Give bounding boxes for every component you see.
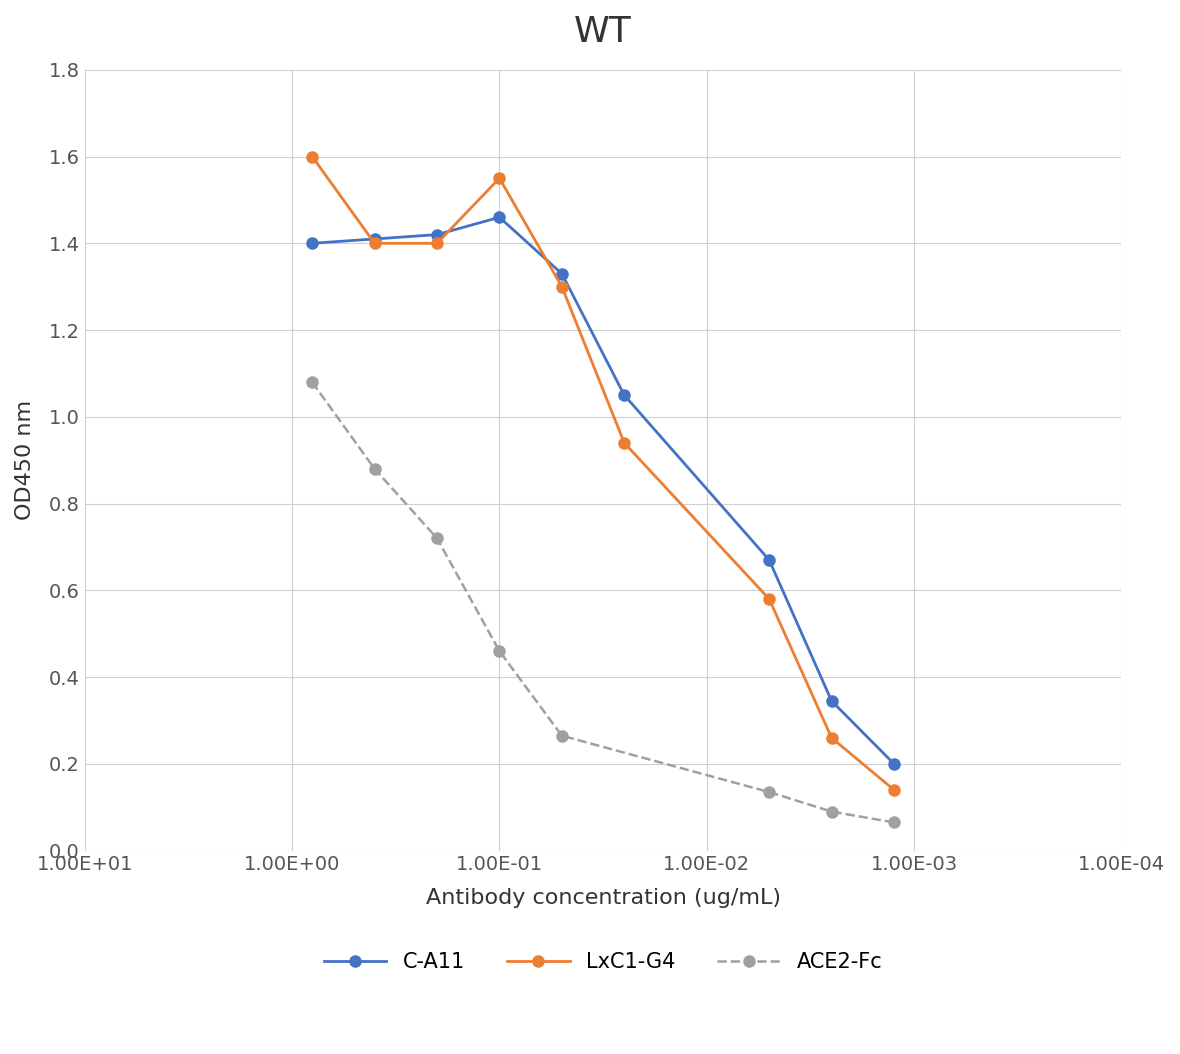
ACE2-Fc — [367, 463, 381, 475]
Line: ACE2-Fc: ACE2-Fc — [307, 376, 899, 828]
Line: C-A11: C-A11 — [307, 212, 899, 769]
C-A11 — [367, 233, 381, 246]
LxC1-G4 — [430, 237, 444, 250]
C-A11 — [762, 553, 776, 566]
ACE2-Fc — [492, 645, 506, 658]
C-A11 — [617, 389, 631, 402]
Line: LxC1-G4: LxC1-G4 — [307, 151, 899, 796]
LxC1-G4 — [762, 592, 776, 605]
LxC1-G4 — [887, 783, 902, 796]
C-A11 — [555, 268, 569, 280]
Y-axis label: OD450 nm: OD450 nm — [15, 401, 35, 521]
C-A11 — [887, 758, 902, 770]
LxC1-G4 — [555, 280, 569, 293]
LxC1-G4 — [367, 237, 381, 250]
C-A11 — [492, 211, 506, 223]
LxC1-G4 — [825, 731, 839, 744]
C-A11 — [430, 229, 444, 241]
ACE2-Fc — [306, 376, 320, 389]
ACE2-Fc — [430, 532, 444, 545]
C-A11 — [825, 695, 839, 707]
LxC1-G4 — [492, 172, 506, 184]
ACE2-Fc — [555, 729, 569, 742]
ACE2-Fc — [762, 785, 776, 798]
LxC1-G4 — [306, 151, 320, 163]
Legend: C-A11, LxC1-G4, ACE2-Fc: C-A11, LxC1-G4, ACE2-Fc — [316, 944, 891, 981]
Title: WT: WT — [575, 15, 632, 48]
X-axis label: Antibody concentration (ug/mL): Antibody concentration (ug/mL) — [426, 889, 781, 909]
ACE2-Fc — [825, 805, 839, 818]
LxC1-G4 — [617, 436, 631, 449]
ACE2-Fc — [887, 816, 902, 828]
C-A11 — [306, 237, 320, 250]
